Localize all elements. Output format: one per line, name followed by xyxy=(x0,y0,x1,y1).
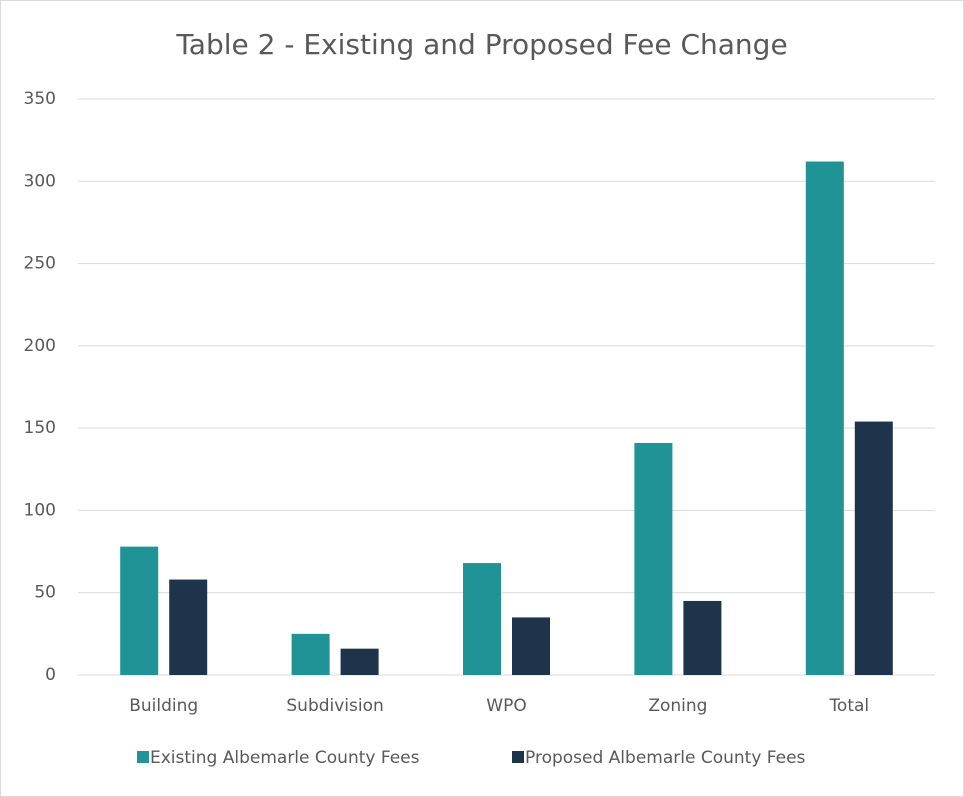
bar xyxy=(120,546,159,675)
y-tick-label: 250 xyxy=(24,254,56,274)
y-tick-label: 50 xyxy=(34,583,56,603)
bar xyxy=(805,161,844,676)
bar xyxy=(512,617,550,675)
bar xyxy=(634,442,673,675)
bar xyxy=(169,579,208,675)
bar xyxy=(291,633,330,675)
x-tick-label: Building xyxy=(129,696,198,716)
y-tick-label: 300 xyxy=(24,171,56,191)
chart-title: Table 2 - Existing and Proposed Fee Chan… xyxy=(175,28,787,61)
y-tick-label: 150 xyxy=(24,418,56,438)
legend-label: Existing Albemarle County Fees xyxy=(150,748,420,768)
legend-swatch xyxy=(512,751,524,763)
x-tick-label: Subdivision xyxy=(286,696,383,716)
bar xyxy=(340,648,379,675)
y-tick-label: 350 xyxy=(24,89,56,109)
y-tick-label: 0 xyxy=(45,665,56,685)
bar xyxy=(463,563,501,675)
legend-label: Proposed Albemarle County Fees xyxy=(525,748,806,768)
bar xyxy=(683,600,722,675)
bar xyxy=(854,421,893,675)
y-tick-label: 200 xyxy=(24,336,56,356)
x-tick-label: WPO xyxy=(486,696,526,716)
x-tick-label: Zoning xyxy=(648,696,707,716)
y-tick-label: 100 xyxy=(24,500,56,520)
legend-swatch xyxy=(137,751,149,763)
x-tick-label: Total xyxy=(828,696,869,716)
